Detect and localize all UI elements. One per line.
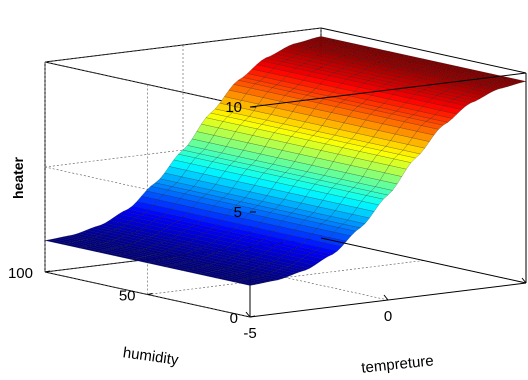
- x-tick-mark: [383, 294, 389, 301]
- y-tick-label: 50: [119, 288, 136, 305]
- x-tick-mark: [521, 277, 527, 284]
- y-tick-mark: [44, 270, 51, 273]
- frame-edge-front: [320, 27, 527, 74]
- frame-edge-front: [249, 72, 527, 108]
- x-axis-label: tempreture: [361, 352, 435, 376]
- y-tick-label: 0: [230, 310, 238, 327]
- frame-edge-front: [320, 237, 527, 284]
- y-tick-mark: [249, 315, 256, 318]
- z-tick-label: 5: [234, 204, 242, 221]
- y-axis-label: humidity: [122, 344, 180, 369]
- y-tick-mark: [147, 293, 153, 295]
- y-tick-label: 100: [8, 265, 33, 282]
- x-tick-label: -5: [243, 325, 256, 342]
- x-tick-mark: [245, 311, 251, 318]
- surface-mesh: [44, 36, 527, 286]
- x-tick-label: 0: [384, 308, 392, 325]
- z-axis-label: heater: [10, 156, 26, 199]
- z-tick-label: 10: [225, 99, 242, 116]
- surface-patch: [504, 77, 527, 83]
